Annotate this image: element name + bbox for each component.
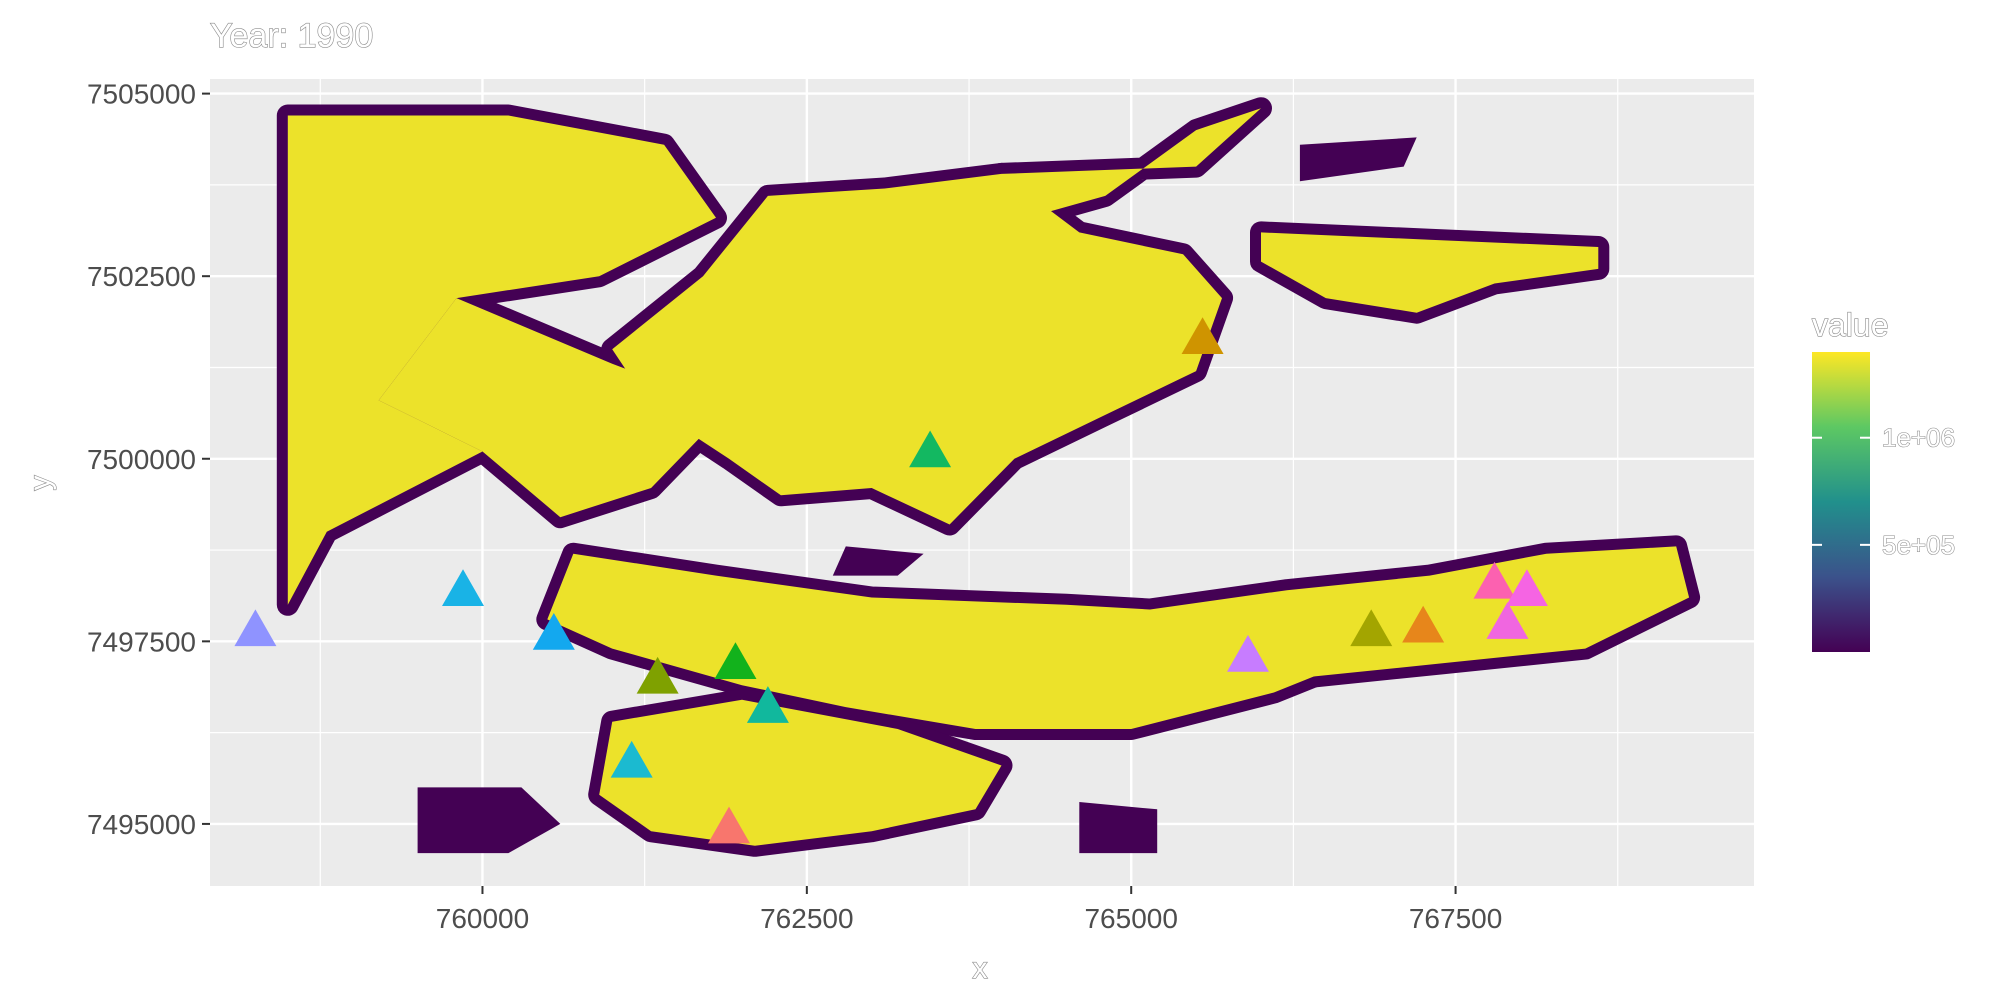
raster-region-east-arm — [1131, 546, 1690, 678]
x-tick-label: 767500 — [1409, 903, 1502, 934]
legend-ticks: 5e+05 1e+06 — [1812, 422, 1956, 560]
colorbar-legend: value 5e+05 1e+06 — [1811, 306, 1956, 652]
point-marker-16 — [1505, 569, 1548, 606]
raster-region-central-south — [547, 553, 1365, 729]
x-axis-title: x — [973, 952, 988, 985]
raster-region-northeast-finger — [1001, 108, 1261, 218]
colorbar — [1812, 352, 1870, 652]
point-marker-6 — [746, 686, 789, 723]
raster-patch-center-dark-patch — [832, 546, 924, 576]
legend-tick-label: 1e+06 — [1882, 423, 1955, 453]
point-marker-3 — [532, 613, 575, 650]
point-marker-1 — [234, 609, 277, 647]
raster-region-west-peninsula — [378, 298, 729, 518]
point-marker-11 — [1226, 634, 1269, 672]
y-tick-label: 7497500 — [87, 626, 196, 657]
y-tick-label: 7495000 — [87, 809, 196, 840]
chart-title: Year: 1990 — [210, 17, 373, 55]
y-tick-label: 7505000 — [87, 79, 196, 110]
x-tick-label: 762500 — [760, 903, 853, 934]
point-marker-5 — [714, 642, 757, 680]
y-axis-title: y — [24, 476, 57, 491]
point-marker-13 — [1402, 605, 1445, 643]
x-axis: 760000 762500 765000 767500 — [436, 886, 1502, 934]
legend-tick-label: 5e+05 — [1882, 530, 1955, 560]
point-marker-4 — [636, 656, 679, 694]
x-tick-label: 765000 — [1084, 903, 1177, 934]
y-axis: 7495000 7497500 7500000 7502500 7505000 — [87, 79, 210, 840]
point-marker-15 — [1486, 602, 1529, 639]
point-marker-8 — [707, 806, 750, 844]
point-marker-2 — [442, 569, 485, 606]
raster-layer — [276, 97, 1701, 857]
point-marker-7 — [610, 740, 653, 778]
raster-region-west-block — [287, 115, 716, 605]
raster-region-south-lobe — [599, 699, 1002, 846]
point-marker-9 — [909, 430, 952, 468]
raster-patch-south-right-blob — [1079, 802, 1158, 854]
raster-patch-north-dark-patch — [1299, 137, 1417, 182]
y-tick-label: 7500000 — [87, 444, 196, 475]
raster-region-northeast-island — [1261, 232, 1599, 313]
raster-region-central-north — [612, 173, 1222, 525]
point-marker-10 — [1181, 317, 1224, 355]
point-marker-14 — [1473, 561, 1516, 599]
x-tick-label: 760000 — [436, 903, 529, 934]
legend-title: value — [1812, 307, 1889, 343]
raster-patch-south-edge-blob — [417, 787, 561, 854]
point-marker-12 — [1350, 609, 1393, 647]
y-tick-label: 7502500 — [87, 261, 196, 292]
point-layer — [234, 317, 1548, 844]
